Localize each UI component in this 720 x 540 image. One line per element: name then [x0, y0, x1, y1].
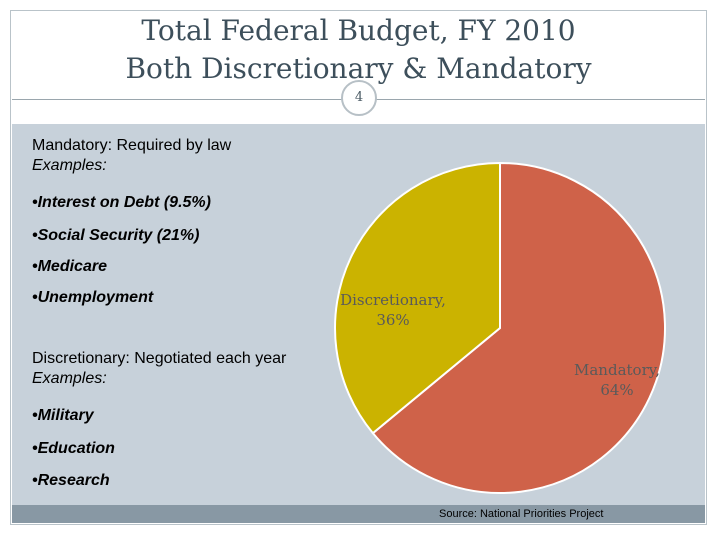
slide-title: Total Federal Budget, FY 2010 Both Discr…: [10, 12, 707, 88]
pie-label-discretionary-name: Discretionary,: [340, 291, 446, 309]
list-item: •Military: [32, 407, 94, 424]
content-area: Mandatory, 64% Discretionary, 36% Mandat…: [12, 124, 705, 523]
source-credit: Source: National Priorities Project: [439, 508, 604, 520]
list-item: •Medicare: [32, 258, 107, 275]
pie-slice-discretionary: [334, 161, 501, 435]
mandatory-examples-label: Examples:: [32, 157, 107, 174]
list-item: •Research: [32, 472, 110, 489]
pie-chart: Mandatory, 64% Discretionary, 36%: [334, 161, 666, 494]
pie-label-discretionary-value: 36%: [376, 311, 409, 329]
source-bar: Source: National Priorities Project: [12, 505, 705, 523]
list-item: •Social Security (21%): [32, 227, 200, 244]
pie-label-mandatory-value: 64%: [600, 381, 633, 399]
pie-slice-mandatory: [371, 161, 666, 494]
list-item: •Interest on Debt (9.5%): [32, 194, 211, 211]
discretionary-heading: Discretionary: Negotiated each year: [32, 350, 287, 367]
mandatory-heading: Mandatory: Required by law: [32, 137, 232, 154]
discretionary-examples-label: Examples:: [32, 370, 107, 387]
pie-label-mandatory-name: Mandatory,: [574, 361, 660, 379]
slide-number-badge: 4: [341, 80, 377, 116]
title-line-2: Both Discretionary & Mandatory: [125, 52, 592, 85]
slide-frame: [10, 10, 707, 525]
title-line-1: Total Federal Budget, FY 2010: [141, 14, 576, 47]
list-item: •Unemployment: [32, 289, 154, 306]
list-item: •Education: [32, 440, 115, 457]
